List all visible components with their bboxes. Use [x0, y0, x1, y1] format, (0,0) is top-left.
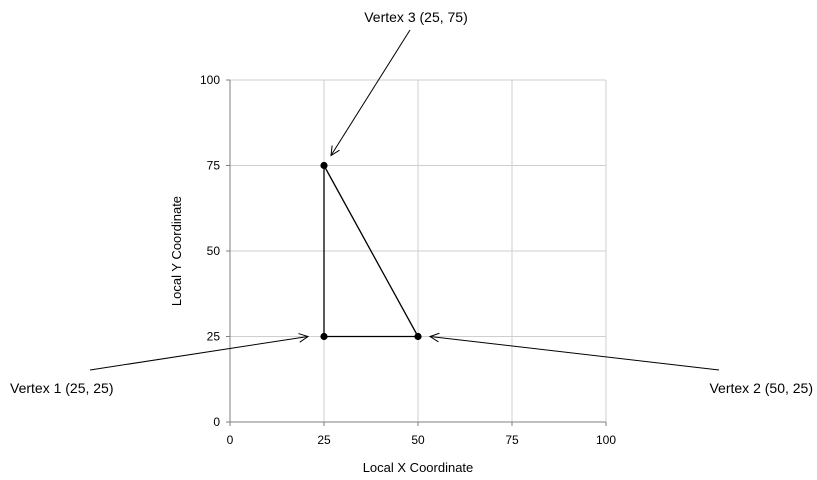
- y-tick-label: 75: [207, 159, 221, 173]
- y-axis-label: Local Y Coordinate: [169, 196, 184, 306]
- x-tick-label: 75: [505, 433, 519, 447]
- annotation-pointer-line: [429, 336, 720, 371]
- triangle: [320, 161, 422, 341]
- annotation-arrowhead: [330, 145, 340, 157]
- y-tick-label: 25: [207, 330, 221, 344]
- annotation-arrowhead: [428, 332, 440, 343]
- axes: [226, 79, 607, 426]
- x-tick-label: 0: [227, 433, 234, 447]
- tick-labels: 0 25 50 75 100 0 25 50 75 100: [200, 73, 616, 447]
- annotation-pointer-line: [330, 29, 411, 156]
- x-axis-label: Local X Coordinate: [363, 460, 474, 475]
- vertex-3-annotation: Vertex 3 (25, 75): [364, 9, 468, 25]
- vertex-point: [320, 332, 328, 341]
- y-tick-label: 50: [207, 244, 221, 258]
- y-tick-label: 100: [200, 73, 220, 87]
- annotation-arrows: [89, 29, 720, 371]
- grid: [230, 79, 607, 422]
- annotation-arrowhead: [298, 333, 310, 343]
- annotation-pointer-line: [89, 336, 309, 371]
- y-tick-label: 0: [213, 415, 220, 429]
- vertex-point: [320, 161, 328, 170]
- vertex-1-annotation: Vertex 1 (25, 25): [10, 380, 114, 396]
- x-tick-label: 50: [411, 433, 425, 447]
- x-tick-label: 25: [317, 433, 331, 447]
- triangle-edge: [323, 165, 419, 337]
- vertex-point: [414, 332, 422, 341]
- vertex-2-annotation: Vertex 2 (50, 25): [709, 380, 813, 396]
- x-tick-label: 100: [596, 433, 616, 447]
